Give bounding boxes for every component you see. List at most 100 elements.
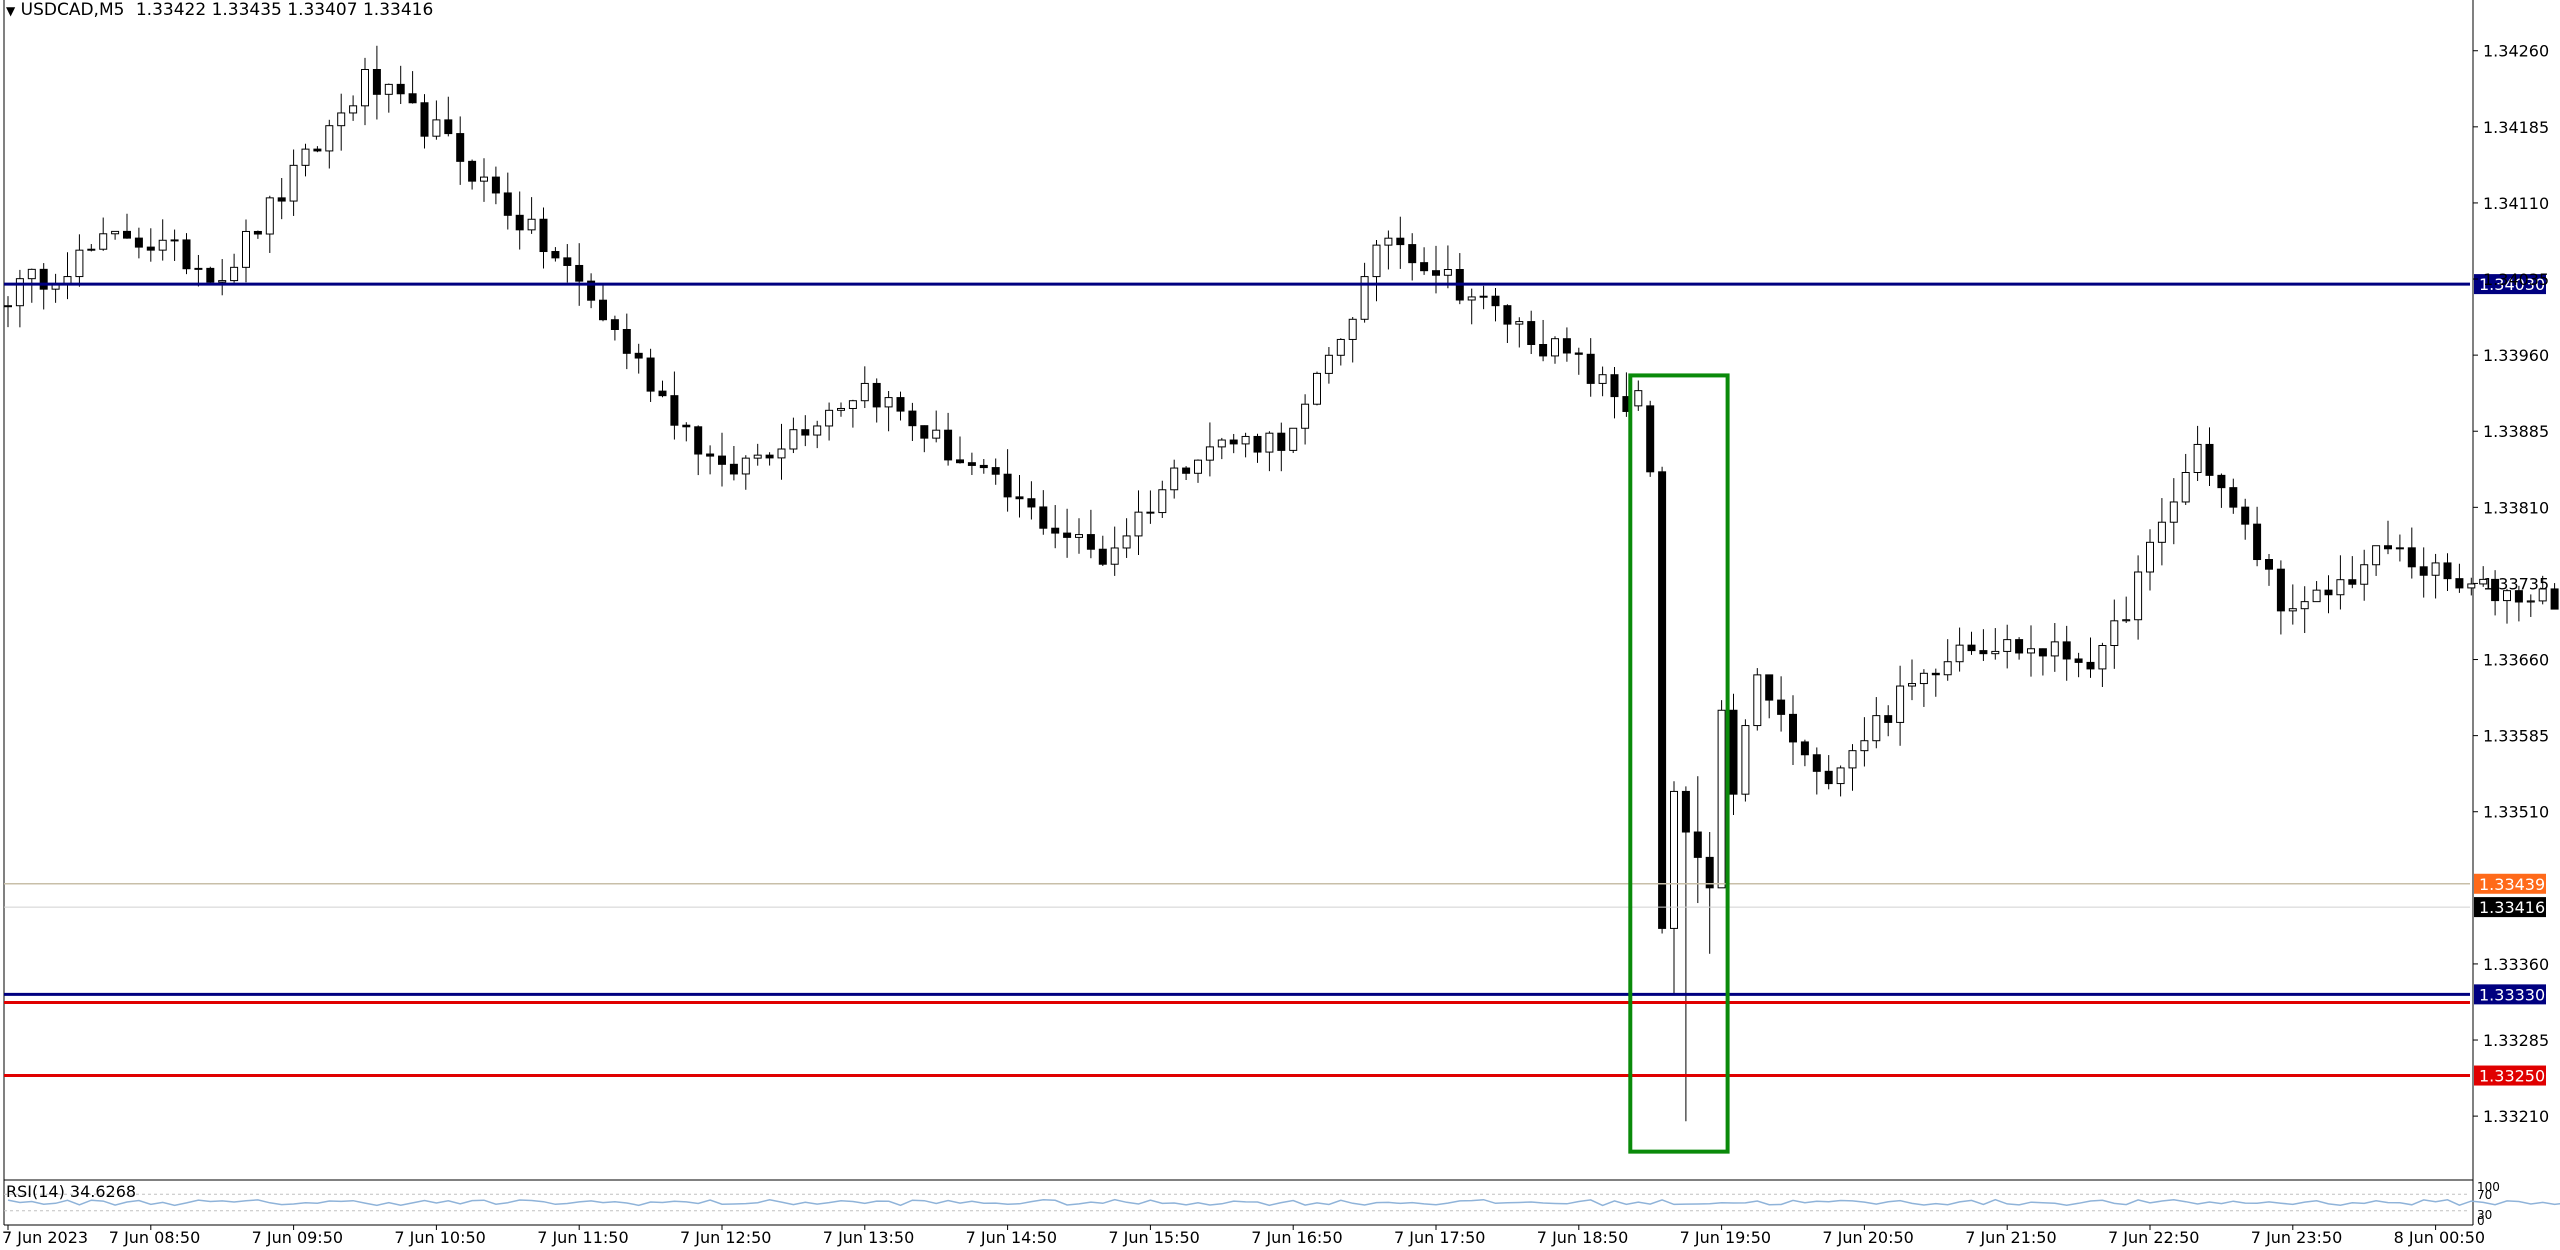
candle <box>2288 584 2297 625</box>
candle <box>1039 490 1048 535</box>
candle-body <box>587 280 596 301</box>
candle-body <box>1848 750 1857 769</box>
candle <box>1051 505 1060 549</box>
candle <box>1908 659 1916 701</box>
candle <box>39 263 48 310</box>
candle-body <box>2265 559 2273 570</box>
x-tick-label: 7 Jun 23:50 <box>2251 1228 2342 1247</box>
bid-price-label: 1.33416 <box>2479 898 2545 917</box>
candle-body <box>134 237 143 248</box>
candle-body <box>2062 641 2071 660</box>
candle <box>349 95 358 121</box>
candle-body <box>1372 244 1381 278</box>
candle <box>2181 453 2190 505</box>
candle-body <box>670 395 679 426</box>
candle-body <box>1170 467 1179 491</box>
candle-body <box>718 455 726 465</box>
candle <box>1884 705 1893 737</box>
candle-body <box>1908 683 1916 687</box>
candle <box>1015 474 1024 518</box>
candle <box>337 93 346 151</box>
candle-body <box>1729 709 1738 795</box>
candle <box>860 366 869 409</box>
candle <box>1586 338 1595 397</box>
candle <box>1800 739 1809 767</box>
candle <box>741 455 750 490</box>
candle-body <box>2526 600 2535 603</box>
candle <box>515 191 524 250</box>
candle-body <box>694 426 703 455</box>
candle-body <box>349 105 358 114</box>
candle <box>1991 628 2000 660</box>
price-badge-label: 1.33330 <box>2479 985 2545 1004</box>
candle <box>2229 478 2238 514</box>
candle <box>610 315 619 341</box>
candle-body <box>265 197 274 235</box>
candle-body <box>1360 276 1369 320</box>
candle-body <box>1039 506 1048 529</box>
candle <box>1741 719 1750 802</box>
rsi-scale-label: 0 <box>2477 1214 2485 1228</box>
candle-body <box>599 299 607 321</box>
candle-body <box>777 448 786 459</box>
candle <box>1443 245 1452 289</box>
candle-body <box>2181 472 2190 503</box>
candle-body <box>825 409 834 427</box>
candle-body <box>503 192 512 216</box>
candle <box>99 217 108 251</box>
candle <box>182 233 191 275</box>
candle-body <box>1027 498 1036 508</box>
highlight-rectangle[interactable] <box>1628 373 1730 1154</box>
candle-body <box>1824 770 1833 785</box>
candle <box>1634 380 1643 411</box>
candle <box>27 268 36 303</box>
candle-body <box>932 429 941 439</box>
candle-body <box>1491 295 1500 307</box>
candle <box>2134 555 2143 640</box>
candle <box>1396 216 1405 269</box>
candle-body <box>146 246 155 251</box>
candle <box>1324 347 1333 384</box>
candle <box>551 247 560 262</box>
candle <box>372 45 381 120</box>
candle <box>1003 449 1012 512</box>
candle-body <box>1884 715 1893 723</box>
candle <box>979 459 988 474</box>
candle-body <box>1265 432 1274 453</box>
candle-body <box>39 268 48 290</box>
candle-body <box>753 454 762 459</box>
candle <box>2443 553 2452 592</box>
candle-body <box>2491 578 2500 602</box>
candle <box>301 143 310 177</box>
candle-body <box>1860 740 1869 752</box>
candle <box>1765 674 1774 719</box>
candle-body <box>1336 338 1345 356</box>
candle <box>896 391 905 421</box>
candle <box>2110 599 2119 669</box>
candle-body <box>634 352 643 359</box>
candle <box>587 273 596 309</box>
candle <box>920 425 929 453</box>
candle <box>2241 498 2250 540</box>
candle-body <box>277 197 286 202</box>
candle-body <box>2324 589 2333 596</box>
candle-body <box>2134 571 2143 621</box>
candle-body <box>1705 856 1714 889</box>
x-tick-label: 7 Jun 2023 <box>2 1228 88 1247</box>
candle <box>2003 624 2012 669</box>
candle-body <box>123 230 131 239</box>
candle-body <box>813 425 822 436</box>
triangle-down-icon[interactable]: ▼ <box>6 4 16 18</box>
y-tick-label: 1.33810 <box>2483 498 2549 517</box>
candle-body <box>1991 650 2000 655</box>
candle-body <box>384 83 393 95</box>
candle <box>2086 637 2095 678</box>
candle-body <box>1229 439 1238 445</box>
candle <box>63 252 72 300</box>
candle <box>1075 518 1083 554</box>
y-tick-label: 1.34185 <box>2483 118 2549 137</box>
candle-body <box>289 164 298 202</box>
candle-body <box>884 397 893 408</box>
candle <box>718 432 726 487</box>
